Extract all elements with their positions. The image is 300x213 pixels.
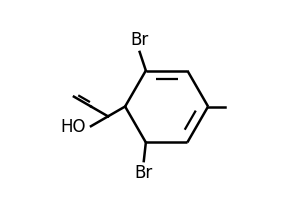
Text: HO: HO [60,118,86,136]
Text: Br: Br [130,31,149,49]
Text: Br: Br [135,164,153,182]
